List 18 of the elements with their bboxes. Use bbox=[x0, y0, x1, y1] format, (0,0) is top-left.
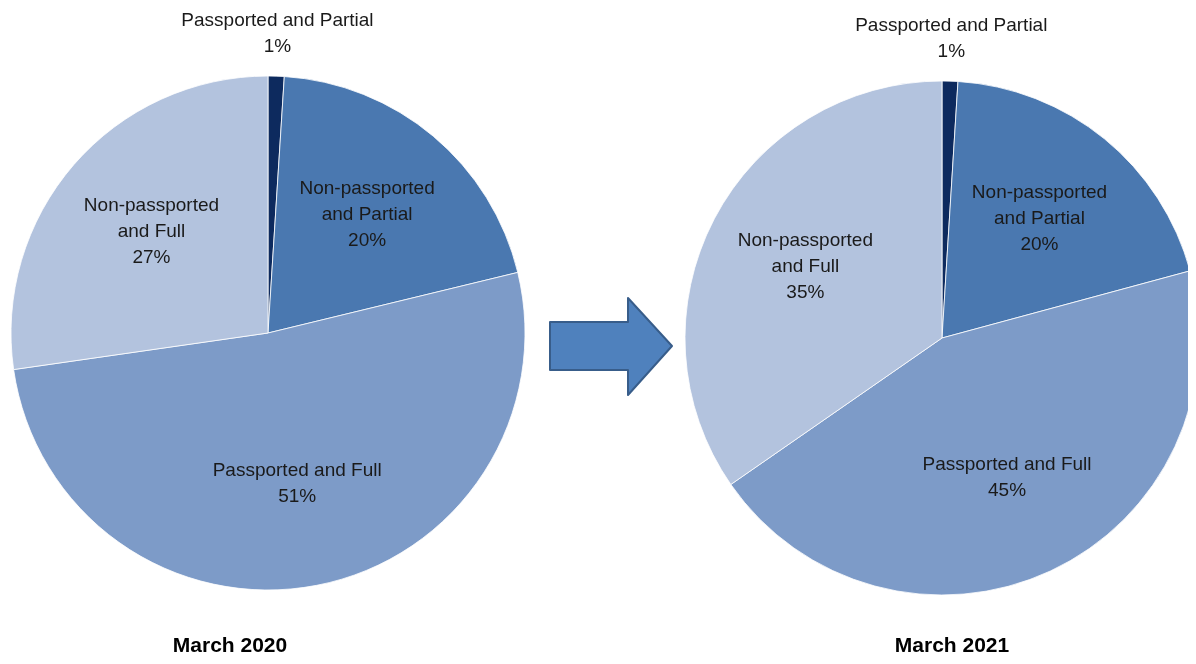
slice-label: Passported and Partial bbox=[855, 14, 1048, 36]
data-label: 20% bbox=[1020, 232, 1059, 254]
data-label: 1% bbox=[263, 35, 292, 57]
data-label: 45% bbox=[988, 478, 1027, 500]
data-label: 27% bbox=[132, 246, 171, 268]
slice-label: Passported and Partial bbox=[181, 9, 374, 31]
slice-label: Non-passported and Partial bbox=[971, 180, 1108, 228]
slice-label: Passported and Full bbox=[212, 459, 382, 481]
data-label: 1% bbox=[937, 40, 966, 62]
slice-label: Passported and Full bbox=[922, 452, 1092, 474]
text: March 2021 bbox=[894, 633, 1010, 656]
slice-label: Non-passported and Full bbox=[83, 194, 220, 242]
slice-label: Non-passported and Full bbox=[737, 228, 873, 276]
slice-label: Non-passported and Partial bbox=[299, 176, 435, 224]
data-label: 35% bbox=[786, 280, 825, 302]
text: March 2020 bbox=[172, 633, 288, 656]
data-label: 51% bbox=[278, 485, 317, 507]
data-label: 20% bbox=[348, 228, 387, 250]
